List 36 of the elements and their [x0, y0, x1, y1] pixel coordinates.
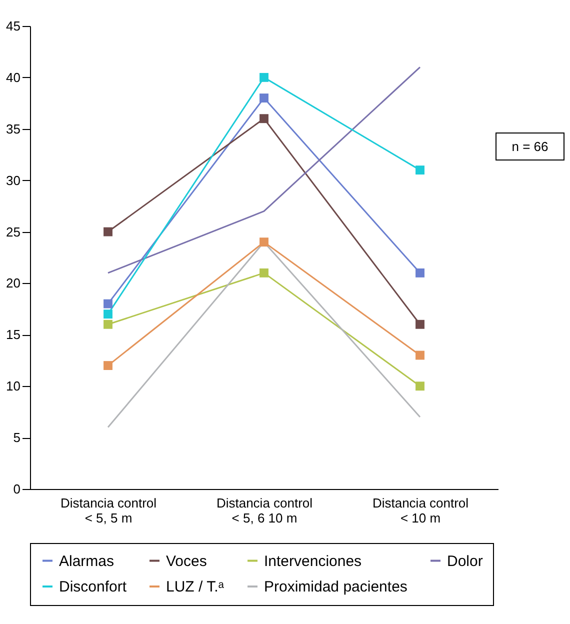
- legend-label: Voces: [166, 552, 207, 570]
- point: [260, 72, 268, 82]
- text: n = 66: [512, 139, 548, 154]
- legend-label: Disconfort: [59, 578, 128, 596]
- y-tick-label: 25: [6, 224, 20, 240]
- point: [104, 320, 112, 329]
- point: [104, 227, 112, 236]
- y-tick-label: 5: [13, 430, 20, 446]
- x-tick-label: Distancia control < 5, 6 10 m: [216, 496, 313, 526]
- y-tick-label: 35: [6, 121, 20, 136]
- y-tick-label: 40: [6, 70, 20, 85]
- point: [104, 299, 112, 308]
- x-tick-label: Distancia control < 10 m: [372, 496, 469, 526]
- legend-label: Proximidad pacientes: [264, 578, 408, 596]
- point: [260, 268, 268, 278]
- y-tick-label: 10: [6, 378, 20, 394]
- legend-label: Intervenciones: [264, 552, 362, 570]
- point: [104, 361, 112, 370]
- y-tick-label: 15: [6, 327, 20, 342]
- point: [416, 350, 424, 360]
- point: [260, 94, 268, 102]
- point: [260, 114, 268, 124]
- y-tick-label: 45: [6, 18, 20, 34]
- point: [416, 320, 424, 329]
- legend-label: Dolor: [447, 552, 483, 570]
- legend-label: LUZ / T.ᵃ: [166, 578, 224, 596]
- x-tick-label: Distancia control < 5, 5 m: [60, 496, 157, 526]
- point: [416, 268, 424, 278]
- y-tick-label: 20: [6, 276, 20, 291]
- legend-label: Alarmas: [59, 552, 114, 570]
- point: [260, 238, 268, 247]
- point: [416, 166, 424, 175]
- y-tick-label: 0: [13, 482, 20, 496]
- point: [104, 310, 112, 319]
- point: [416, 382, 424, 391]
- y-tick-label: 30: [6, 172, 20, 188]
